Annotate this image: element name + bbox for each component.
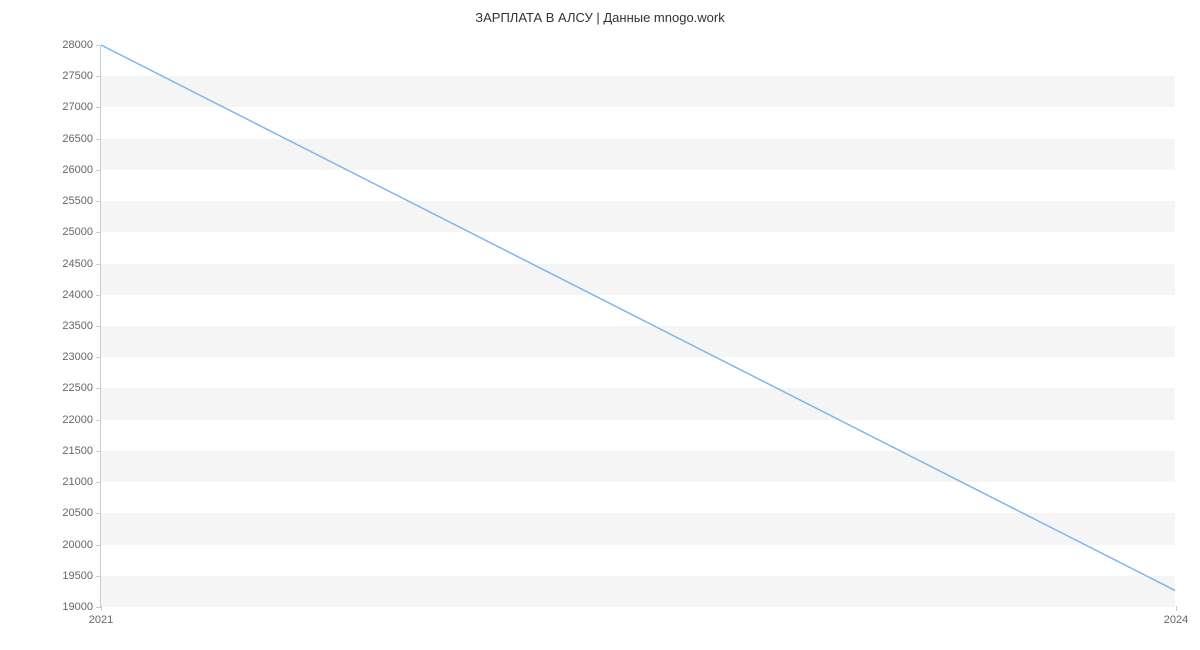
y-tick-mark: [96, 357, 101, 358]
y-tick-mark: [96, 170, 101, 171]
series-line: [101, 45, 1175, 590]
y-tick-label: 24500: [62, 258, 93, 270]
y-tick-label: 20500: [62, 507, 93, 519]
y-tick-mark: [96, 388, 101, 389]
chart-title: ЗАРПЛАТА В АЛСУ | Данные mnogo.work: [0, 0, 1200, 25]
y-tick-label: 22000: [62, 414, 93, 426]
x-tick-mark: [1176, 606, 1177, 611]
y-tick-label: 25000: [62, 226, 93, 238]
chart-container: 1900019500200002050021000215002200022500…: [100, 45, 1175, 607]
y-tick-mark: [96, 482, 101, 483]
y-tick-label: 23000: [62, 351, 93, 363]
y-tick-mark: [96, 326, 101, 327]
y-tick-mark: [96, 107, 101, 108]
y-tick-mark: [96, 201, 101, 202]
y-tick-label: 23500: [62, 320, 93, 332]
y-tick-label: 28000: [62, 39, 93, 51]
y-tick-mark: [96, 76, 101, 77]
y-tick-mark: [96, 232, 101, 233]
y-tick-label: 26500: [62, 133, 93, 145]
line-series: [101, 45, 1175, 606]
y-tick-label: 19000: [62, 601, 93, 613]
y-tick-label: 21000: [62, 476, 93, 488]
y-tick-mark: [96, 45, 101, 46]
plot-area: 1900019500200002050021000215002200022500…: [100, 45, 1175, 607]
y-tick-mark: [96, 264, 101, 265]
y-tick-label: 21500: [62, 445, 93, 457]
y-tick-label: 24000: [62, 289, 93, 301]
y-tick-mark: [96, 545, 101, 546]
y-tick-label: 25500: [62, 195, 93, 207]
x-tick-mark: [101, 606, 102, 611]
y-tick-label: 19500: [62, 570, 93, 582]
y-tick-label: 22500: [62, 382, 93, 394]
y-tick-label: 20000: [62, 539, 93, 551]
y-tick-mark: [96, 576, 101, 577]
y-tick-mark: [96, 451, 101, 452]
y-tick-label: 27000: [62, 101, 93, 113]
y-tick-mark: [96, 295, 101, 296]
y-tick-mark: [96, 513, 101, 514]
y-tick-label: 26000: [62, 164, 93, 176]
x-tick-label: 2024: [1164, 614, 1188, 626]
x-tick-label: 2021: [89, 614, 113, 626]
y-tick-mark: [96, 139, 101, 140]
y-tick-label: 27500: [62, 70, 93, 82]
y-tick-mark: [96, 420, 101, 421]
